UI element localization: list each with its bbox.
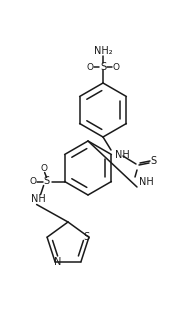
Text: S: S	[44, 177, 50, 186]
Text: O: O	[29, 177, 36, 186]
Text: NH: NH	[115, 150, 130, 160]
Text: S: S	[84, 232, 90, 242]
Text: O: O	[112, 63, 120, 71]
Text: NH₂: NH₂	[94, 46, 112, 56]
Text: NH: NH	[31, 195, 46, 204]
Text: O: O	[87, 63, 93, 71]
Text: S: S	[100, 62, 106, 72]
Text: NH: NH	[139, 177, 154, 187]
Text: O: O	[40, 164, 47, 173]
Text: S: S	[150, 156, 156, 166]
Text: N: N	[54, 257, 62, 267]
